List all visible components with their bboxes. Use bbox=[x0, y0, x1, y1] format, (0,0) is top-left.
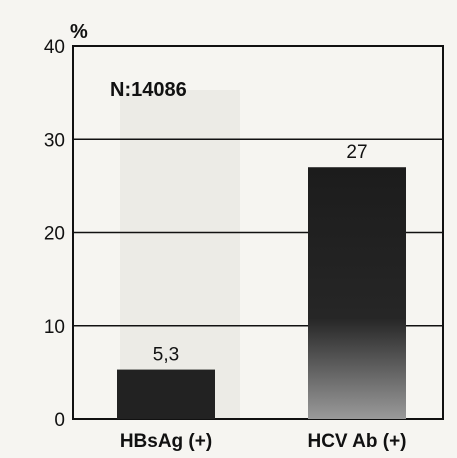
y-axis-unit-label: % bbox=[70, 21, 88, 43]
category-label-hcv-ab: HCV Ab (+) bbox=[307, 431, 406, 452]
category-label-hbsag: HBsAg (+) bbox=[120, 431, 212, 452]
y-tick-label-30: 30 bbox=[44, 130, 65, 151]
y-tick-label-0: 0 bbox=[54, 410, 65, 431]
bars bbox=[117, 167, 406, 419]
bar-hcv-ab bbox=[308, 167, 406, 419]
bar-hbsag bbox=[117, 369, 215, 419]
y-tick-label-40: 40 bbox=[44, 37, 65, 58]
y-tick-label-10: 10 bbox=[44, 317, 65, 338]
value-label-hbsag: 5,3 bbox=[153, 345, 179, 366]
background-ghost-band bbox=[120, 90, 240, 420]
y-tick-labels: 0 10 20 30 40 bbox=[44, 37, 65, 431]
sample-size-annotation: N:14086 bbox=[110, 79, 187, 101]
value-labels: 5,3 27 bbox=[153, 142, 368, 365]
y-tick-label-20: 20 bbox=[44, 224, 65, 245]
category-labels: HBsAg (+) HCV Ab (+) bbox=[120, 431, 407, 452]
value-label-hcv-ab: 27 bbox=[346, 142, 367, 163]
